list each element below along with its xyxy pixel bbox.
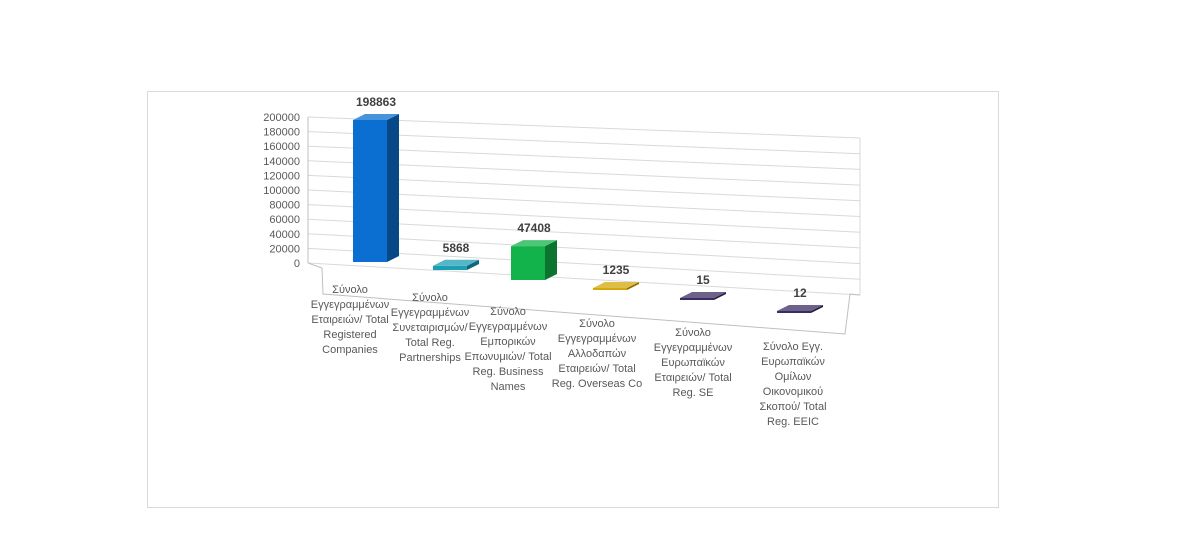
bar-front (777, 311, 811, 313)
category-label: Σύνολο Εγγεγραμμένων Εταιρειών/ Total Regis… (311, 284, 390, 356)
bar-front (593, 288, 627, 290)
data-labels: 198863 5868 47408 1235 15 12 (356, 95, 807, 300)
y-tick-label: 160000 (263, 141, 300, 153)
y-tick-label: 0 (294, 258, 300, 270)
data-label: 5868 (443, 241, 470, 255)
category-label: Σύνολο Εγγεγραμμένων Αλλοδαπών Εταιρειών/ T… (552, 318, 642, 390)
bar-top (353, 114, 399, 120)
bar-side (545, 240, 557, 280)
data-label: 198863 (356, 95, 396, 109)
y-tick-label: 60000 (269, 214, 300, 226)
y-tick-label: 120000 (263, 170, 300, 182)
category-label: Σύνολο Εγγεγραμμένων Ευρωπαϊκών Εταιρειών/ … (654, 327, 733, 399)
bar (353, 114, 399, 262)
gridline (307, 131, 861, 155)
data-label: 47408 (517, 221, 551, 235)
axes: 2000001800001600001400001200001000008000… (263, 112, 861, 335)
y-tick-label: 140000 (263, 156, 300, 168)
bar (777, 305, 823, 313)
category-label: Σύνολο Εγγ. Ευρωπαϊκών Ομίλων Οικονομικού Σκ… (759, 341, 826, 428)
gridline (307, 233, 861, 265)
bar-top (593, 282, 639, 288)
gridline (307, 204, 861, 233)
gridline (307, 145, 861, 170)
y-tick-label: 20000 (269, 243, 300, 255)
data-label: 1235 (603, 263, 630, 277)
bar (593, 282, 639, 290)
bar-front (511, 246, 545, 280)
bar-top (511, 240, 557, 247)
y-tick-label: 200000 (263, 112, 300, 124)
gridline (307, 189, 861, 217)
bar-front (680, 298, 714, 300)
bar-top (433, 259, 479, 266)
floor-front-edge (321, 267, 861, 335)
data-label: 12 (793, 286, 807, 300)
bars (353, 114, 823, 313)
gridline (307, 174, 861, 202)
data-label: 15 (696, 273, 710, 287)
gridline (307, 247, 861, 280)
bar-top (680, 292, 726, 298)
category-label: Σύνολο Εγγεγραμμένων Συνεταιρισμών/Total R… (391, 292, 470, 364)
floor-left-edge (307, 262, 323, 269)
gridline (307, 218, 861, 249)
y-tick-label: 100000 (263, 185, 300, 197)
bar-side (811, 305, 823, 313)
bar-side (387, 114, 399, 262)
bar-top (777, 305, 823, 311)
gridline (307, 262, 861, 296)
bar (680, 292, 726, 300)
y-tick-label: 180000 (263, 127, 300, 139)
y-tick-label: 40000 (269, 229, 300, 241)
bar-side (627, 282, 639, 290)
bar-front (353, 120, 387, 262)
category-label: Σύνολο Εγγεγραμμένων Εμπορικών Επωνυμιών/ T… (464, 306, 551, 393)
gridline (307, 160, 861, 186)
bar-side (467, 259, 479, 270)
y-tick-label: 80000 (269, 200, 300, 212)
bar-side (714, 292, 726, 300)
gridlines (307, 116, 861, 296)
bar (511, 240, 557, 280)
gridline (307, 116, 861, 139)
bar (433, 259, 479, 270)
bar-front (433, 265, 467, 270)
chart-area (147, 91, 999, 508)
category-labels: Σύνολο Εγγεγραμμένων Εταιρειών/ Total Regis… (311, 284, 827, 428)
